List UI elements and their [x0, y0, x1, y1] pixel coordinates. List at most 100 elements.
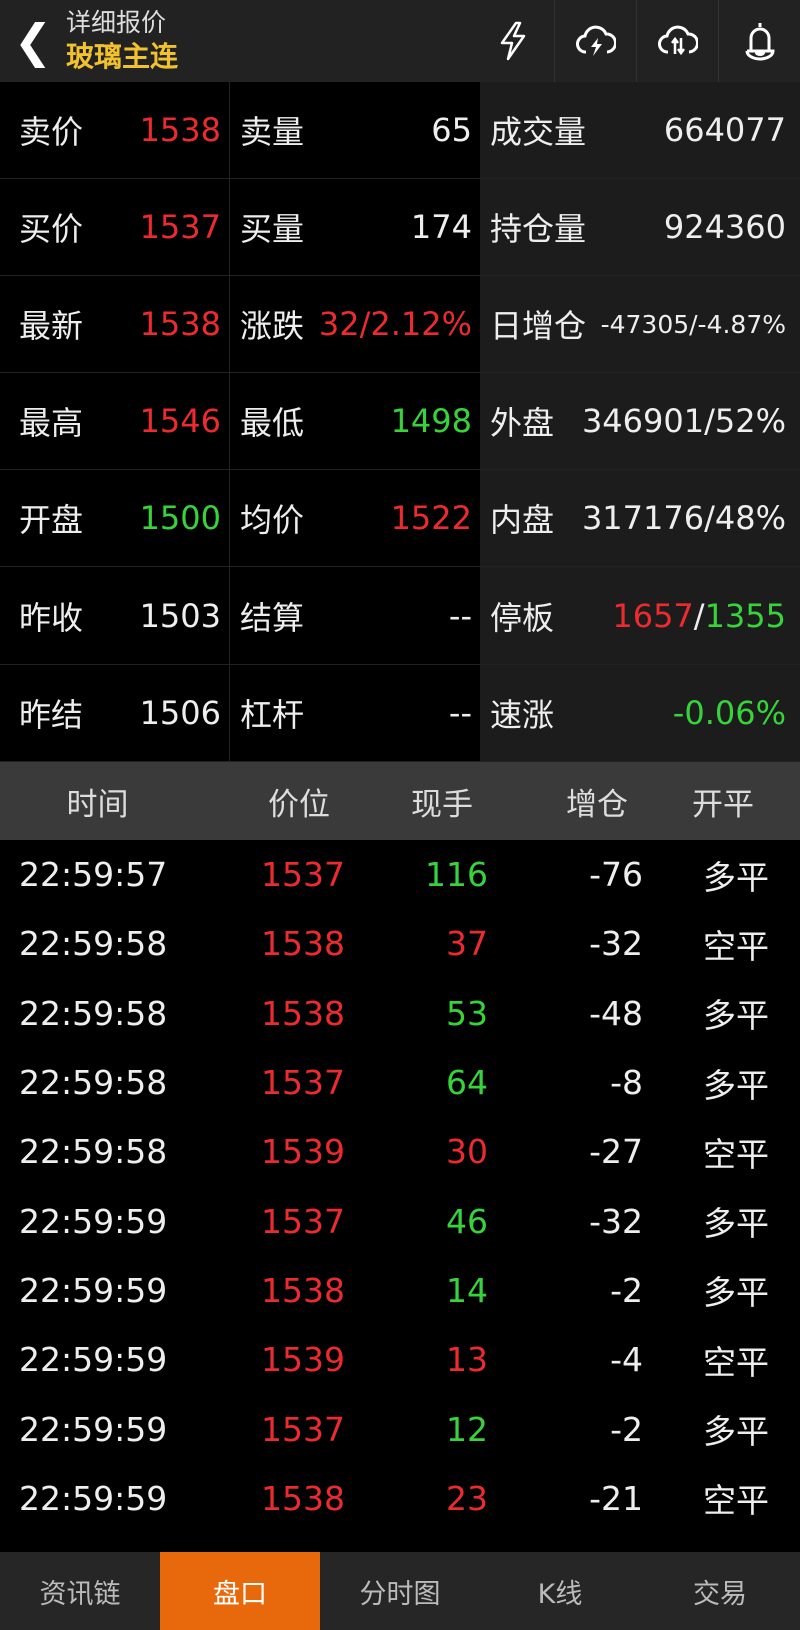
quote-value: 924360 [663, 208, 786, 247]
tick-volume: 46 [446, 1201, 488, 1241]
chevron-left-icon: ❮ [13, 14, 53, 68]
bottom-nav: 资讯链 盘口 分时图 K线 交易 [0, 1552, 800, 1630]
col-time: 时间 [66, 786, 129, 823]
tick-row: 22:59:58 1538 53 -48 多平 [0, 979, 800, 1048]
quote-value: 1522 [390, 499, 472, 538]
quote-row: 持仓量 924360 [480, 179, 800, 277]
tick-price: 1537 [261, 1063, 345, 1103]
tick-volume: 37 [446, 924, 488, 964]
tick-row: 22:59:58 1537 64 -8 多平 [0, 1048, 800, 1117]
page-subtitle: 详细报价 [66, 8, 167, 37]
tick-price: 1537 [261, 855, 345, 895]
tab-0[interactable]: 资讯链 [39, 1578, 121, 1610]
quote-label: 最高 [19, 404, 84, 443]
tick-row: 22:59:59 1537 12 -2 多平 [0, 1394, 800, 1463]
quote-value: -- [448, 693, 472, 732]
lightning-icon[interactable] [472, 0, 554, 82]
tab-4[interactable]: 交易 [693, 1578, 747, 1610]
quote-value: 1503 [139, 596, 221, 635]
tick-row: 22:59:57 1537 116 -76 多平 [0, 840, 800, 909]
quote-value: 1537 [139, 208, 221, 247]
quote-label: 买量 [240, 210, 305, 249]
tick-time: 22:59:57 [19, 855, 168, 895]
tick-volume: 53 [446, 993, 488, 1033]
col-oi-change: 增仓 [566, 786, 628, 823]
quote-row: 昨收 1503 结算 -- [0, 567, 480, 665]
quote-value: 65 [431, 111, 472, 150]
tick-oi-change: -8 [610, 1063, 643, 1103]
tick-open-close: 多平 [703, 1412, 769, 1452]
quote-label: 开盘 [19, 501, 84, 540]
header: ❮ 详细报价 玻璃主连 [0, 0, 800, 82]
tick-price: 1539 [261, 1340, 345, 1380]
limit-down: 1355 [704, 596, 786, 635]
tick-time: 22:59:58 [19, 993, 168, 1033]
quote-row: 昨结 1506 杠杆 -- [0, 664, 480, 762]
tick-open-close: 多平 [703, 1273, 769, 1313]
quote-panel: 卖价 1538 卖量 65 买价 1537 买量 174 最新 1538 涨跌 32/2.1… [0, 82, 800, 762]
quote-row: 成交量 664077 [480, 82, 800, 180]
quote-label: 卖价 [19, 113, 84, 152]
tick-row: 22:59:58 1538 37 -32 空平 [0, 909, 800, 978]
tick-open-close: 多平 [703, 857, 769, 897]
quote-row: 开盘 1500 均价 1522 [0, 470, 480, 568]
tick-open-close: 空平 [703, 926, 769, 966]
ticks-list[interactable]: 22:59:57 1537 116 -76 多平 22:59:58 1538 3… [0, 840, 800, 1533]
quote-value: 346901/52% [581, 402, 786, 441]
bell-icon[interactable] [718, 0, 800, 82]
back-button[interactable]: ❮ [0, 0, 66, 82]
tick-price: 1538 [261, 1478, 345, 1518]
tick-volume: 30 [446, 1132, 488, 1172]
tick-price: 1537 [261, 1201, 345, 1241]
tick-open-close: 空平 [703, 1481, 769, 1521]
tab-2[interactable]: 分时图 [359, 1578, 441, 1610]
quote-label: 内盘 [490, 501, 555, 540]
tick-price: 1538 [261, 924, 345, 964]
tick-oi-change: -2 [610, 1270, 643, 1310]
tick-oi-change: -2 [610, 1409, 643, 1449]
tick-row: 22:59:59 1539 13 -4 空平 [0, 1325, 800, 1394]
quote-row: 日增仓 -47305/-4.87% [480, 276, 800, 374]
quote-label: 外盘 [490, 404, 555, 443]
col-open-close: 开平 [692, 786, 754, 823]
quote-label: 最低 [240, 404, 305, 443]
quote-label: 杠杆 [240, 695, 305, 734]
tick-time: 22:59:58 [19, 924, 168, 964]
tab-3[interactable]: K线 [537, 1578, 583, 1610]
tick-time: 22:59:59 [19, 1340, 168, 1380]
tick-row: 22:59:59 1538 14 -2 多平 [0, 1256, 800, 1325]
limit-up: 1657 [612, 596, 694, 635]
quote-label: 均价 [240, 501, 305, 540]
quote-row: 停板 1657/1355 [480, 567, 800, 665]
quote-row: 速涨 -0.06% [480, 665, 800, 762]
quote-value: 1538 [139, 305, 221, 344]
tick-time: 22:59:59 [19, 1409, 168, 1449]
tick-oi-change: -48 [589, 993, 643, 1033]
cloud-sync-icon[interactable] [636, 0, 718, 82]
tick-volume: 64 [446, 1063, 488, 1103]
tick-price: 1537 [261, 1409, 345, 1449]
tick-volume: 116 [425, 855, 488, 895]
quote-label: 成交量 [490, 113, 587, 152]
tick-volume: 12 [446, 1409, 488, 1449]
tick-volume: 14 [446, 1270, 488, 1310]
cloud-lightning-icon[interactable] [554, 0, 636, 82]
ticks-header: 时间 价位 现手 增仓 开平 [0, 762, 800, 840]
tick-oi-change: -32 [589, 1201, 643, 1241]
tab-1[interactable]: 盘口 [160, 1552, 320, 1630]
quote-label: 持仓量 [490, 210, 587, 249]
quote-row: 最新 1538 涨跌 32/2.12% [0, 276, 480, 374]
quote-label: 昨结 [19, 695, 84, 734]
tick-oi-change: -76 [589, 855, 643, 895]
col-volume: 现手 [411, 786, 473, 823]
quote-label: 昨收 [19, 598, 84, 637]
quote-label: 速涨 [490, 695, 555, 734]
quote-value: 1506 [139, 693, 221, 732]
tick-open-close: 多平 [703, 996, 769, 1036]
quote-label: 买价 [19, 210, 84, 249]
quote-value: 317176/48% [581, 499, 786, 538]
tick-open-close: 空平 [703, 1342, 769, 1382]
quote-label: 涨跌 [240, 307, 305, 346]
tick-time: 22:59:58 [19, 1063, 168, 1103]
tick-time: 22:59:59 [19, 1201, 168, 1241]
